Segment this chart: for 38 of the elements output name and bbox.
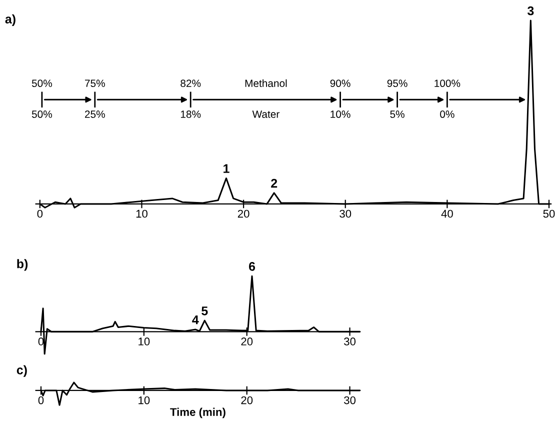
annotation: 2: [271, 178, 278, 188]
x-axis-title: Time (min): [170, 408, 226, 418]
annotation: 50%: [32, 110, 52, 118]
x-tick-label: 20: [238, 210, 250, 218]
annotation: 5%: [390, 110, 404, 118]
annotation: 75%: [85, 80, 105, 88]
x-tick-label: 10: [138, 338, 150, 346]
chart-title: b): [17, 259, 28, 271]
x-tick-label: 30: [344, 338, 356, 346]
annotation: 95%: [387, 80, 408, 88]
annotation: 6: [248, 262, 256, 271]
x-tick-label: 30: [340, 210, 352, 218]
annotation: 10%: [330, 110, 350, 118]
annotation: 90%: [330, 80, 350, 88]
x-tick-label: 0: [38, 396, 44, 404]
annotation: 4: [192, 315, 199, 324]
x-tick-label: 50: [543, 210, 555, 218]
annotation: 18%: [180, 110, 201, 118]
annotation: 0%: [440, 110, 454, 118]
annotation: 50%: [32, 80, 52, 88]
x-tick-label: 0: [37, 210, 43, 218]
x-tick-label: 20: [241, 396, 253, 404]
x-tick-label: 30: [344, 396, 356, 404]
x-tick-label: 40: [441, 210, 453, 218]
annotation: 1: [224, 164, 230, 173]
chart-title: a): [5, 14, 16, 26]
annotation: Water: [252, 110, 280, 118]
x-tick-label: 10: [136, 210, 148, 218]
annotation: 3: [527, 6, 534, 16]
x-tick-label: 20: [241, 338, 253, 346]
x-tick-label: 10: [138, 396, 150, 404]
annotation: 100%: [434, 80, 460, 88]
annotation: 82%: [180, 80, 201, 88]
annotation: 25%: [84, 110, 105, 118]
chart-title: c): [16, 365, 27, 377]
annotation: 5: [202, 306, 208, 316]
annotation: Methanol: [245, 79, 287, 88]
x-tick-label: 0: [38, 338, 44, 346]
